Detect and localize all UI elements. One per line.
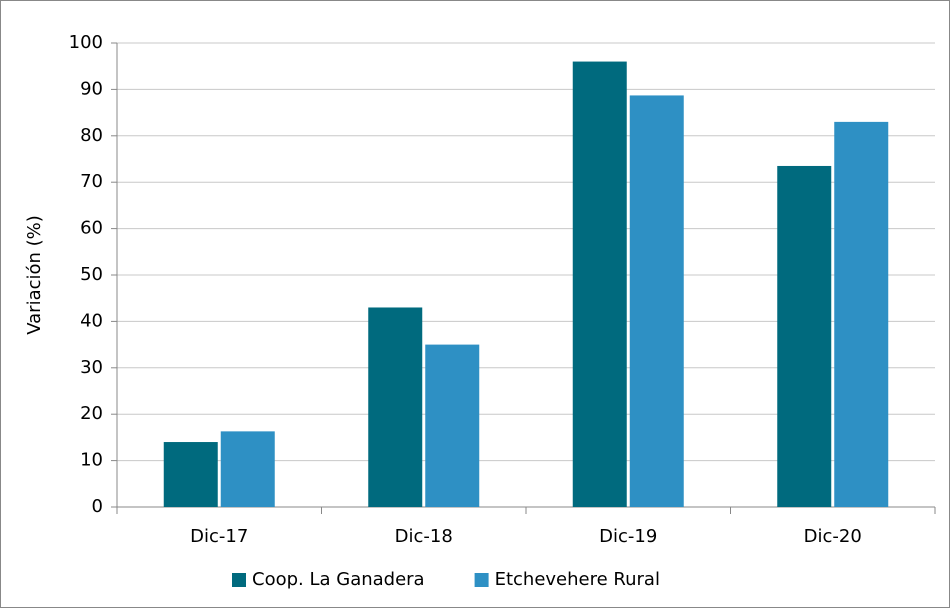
y-tick-label: 70 [80,171,103,192]
bar [220,431,275,507]
legend-label: Etchevehere Rural [495,569,660,590]
x-tick-label: Dic-18 [395,526,453,547]
x-tick-label: Dic-20 [804,526,862,547]
y-tick-label: 90 [80,78,103,99]
y-tick-label: 10 [80,450,103,471]
legend-swatch [474,573,489,587]
x-tick-label: Dic-17 [190,526,248,547]
bar [572,61,627,508]
bar [425,344,480,507]
y-tick-label: 50 [80,264,103,285]
bar [834,121,889,507]
y-tick-label: 0 [92,496,103,517]
x-tick-label: Dic-19 [599,526,657,547]
bar [777,165,832,507]
legend-swatch [232,573,246,587]
y-tick-label: 30 [80,357,103,378]
y-tick-label: 20 [80,403,103,424]
bar [629,95,684,507]
y-tick-label: 100 [69,32,103,53]
legend-label: Coop. La Ganadera [252,569,425,590]
bar [368,307,423,507]
y-tick-label: 80 [80,125,103,146]
y-tick-label: 60 [80,218,103,239]
bar [163,442,218,507]
y-axis-label: Variación (%) [24,215,45,335]
y-tick-label: 40 [80,310,103,331]
